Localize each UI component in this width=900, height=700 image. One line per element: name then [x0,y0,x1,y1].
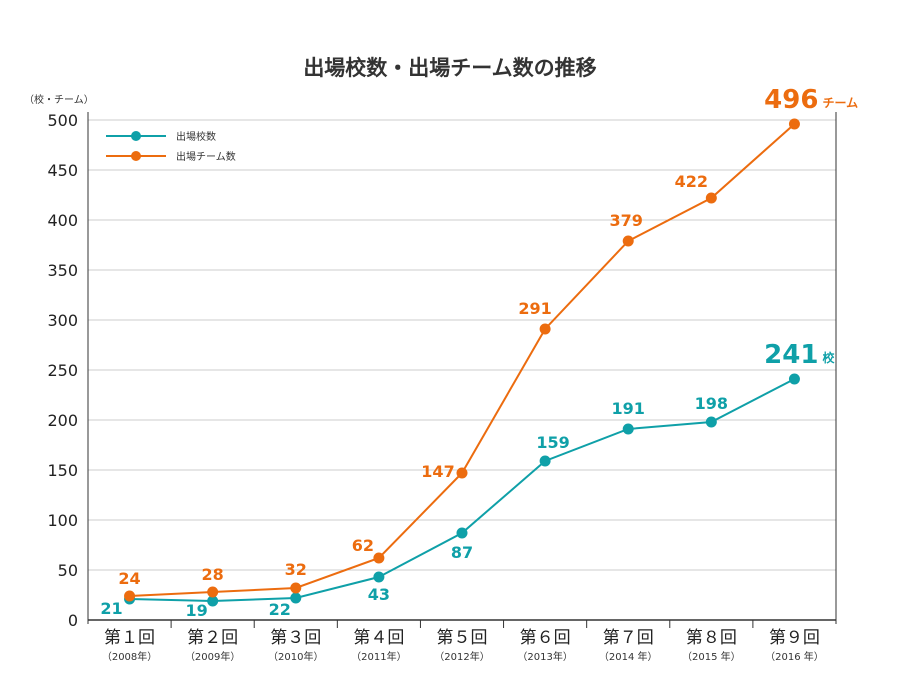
y-tick-label: 500 [47,111,78,130]
y-axis-ticks: 0 50 100 150 200 250 300 350 400 450 500 [47,111,78,630]
legend-swatch-marker [131,151,141,161]
data-point [539,323,551,335]
end-value-suffix: 校 [822,350,835,365]
data-point [705,416,717,428]
y-tick-label: 100 [47,511,78,530]
data-label: 43 [368,585,390,604]
y-tick-label: 350 [47,261,78,280]
x-tick-year-label: （2011年） [351,650,406,663]
series-1: 21 19 22 43 87 159 191 198 241 校 [100,340,835,620]
data-label: 422 [675,172,708,191]
data-label: 22 [269,600,291,619]
legend-entry: 出場校数 [176,130,216,143]
data-point [788,373,800,385]
grid-lines [88,119,836,571]
data-point [788,118,800,130]
x-tick-label: 第２回 [187,628,238,648]
series-2: 24 28 32 62 147 291 379 422 496 チーム [118,85,858,602]
data-label: 147 [421,462,454,481]
end-value-label: 496 [764,85,818,115]
data-point [373,571,385,583]
x-tick-year-label: （2010年） [268,650,323,663]
data-label: 379 [610,211,643,230]
legend-swatch-marker [131,131,141,141]
data-label: 19 [186,601,208,620]
x-tick-label: 第３回 [270,628,321,648]
data-point [456,467,468,479]
y-tick-label: 400 [47,211,78,230]
data-label: 62 [352,536,374,555]
x-tick-label: 第１回 [104,628,155,648]
chart-title: 出場校数・出場チーム数の推移 [303,56,596,80]
y-tick-label: 450 [47,161,78,180]
x-tick-label: 第７回 [603,628,654,648]
data-point [456,527,468,539]
x-tick-label: 第８回 [686,628,737,648]
data-point [622,423,634,435]
y-tick-label: 200 [47,411,78,430]
data-label: 291 [518,299,551,318]
x-tick-year-label: （2015 年） [682,650,741,663]
data-label: 21 [100,599,122,618]
end-value-label: 241 [764,340,818,370]
x-tick-year-label: （2008年） [102,650,157,663]
data-point [539,455,551,467]
data-point [290,592,302,604]
y-tick-label: 50 [58,561,78,580]
x-tick-label: 第５回 [437,628,488,648]
y-tick-label: 300 [47,311,78,330]
x-tick-year-label: （2016 年） [765,650,824,663]
data-point [124,590,136,602]
x-tick-year-label: （2012年） [434,650,489,663]
x-tick-label: 第６回 [520,628,571,648]
y-axis-unit-label: （校・チーム） [24,93,94,106]
series-line [129,123,796,597]
legend-entry: 出場チーム数 [176,150,236,163]
x-tick-year-label: （2013年） [517,650,572,663]
x-tick-year-label: （2014 年） [599,650,658,663]
data-label: 32 [285,560,307,579]
data-point [207,586,219,598]
data-point [622,235,634,247]
data-point [705,192,717,204]
x-tick-year-label: （2009年） [185,650,240,663]
y-tick-label: 150 [47,461,78,480]
data-point [373,552,385,564]
data-label: 87 [451,543,473,562]
data-point [290,582,302,594]
y-tick-label: 250 [47,361,78,380]
y-tick-label: 0 [68,611,78,630]
x-axis: 第１回 （2008年） 第２回 （2009年） 第３回 （2010年） 第４回 （2011年）… [87,112,837,663]
data-label: 28 [202,565,224,584]
x-tick-label: 第９回 [769,628,820,648]
end-value-suffix: チーム [822,96,858,110]
x-tick-label: 第４回 [353,628,404,648]
data-label: 159 [536,433,569,452]
data-label: 24 [118,569,140,588]
series-group: 21 19 22 43 87 159 191 198 241 校 24 28 32 62 147 291 379… [100,85,858,620]
data-point [207,595,219,607]
data-label: 191 [612,399,645,418]
data-label: 198 [695,394,728,413]
